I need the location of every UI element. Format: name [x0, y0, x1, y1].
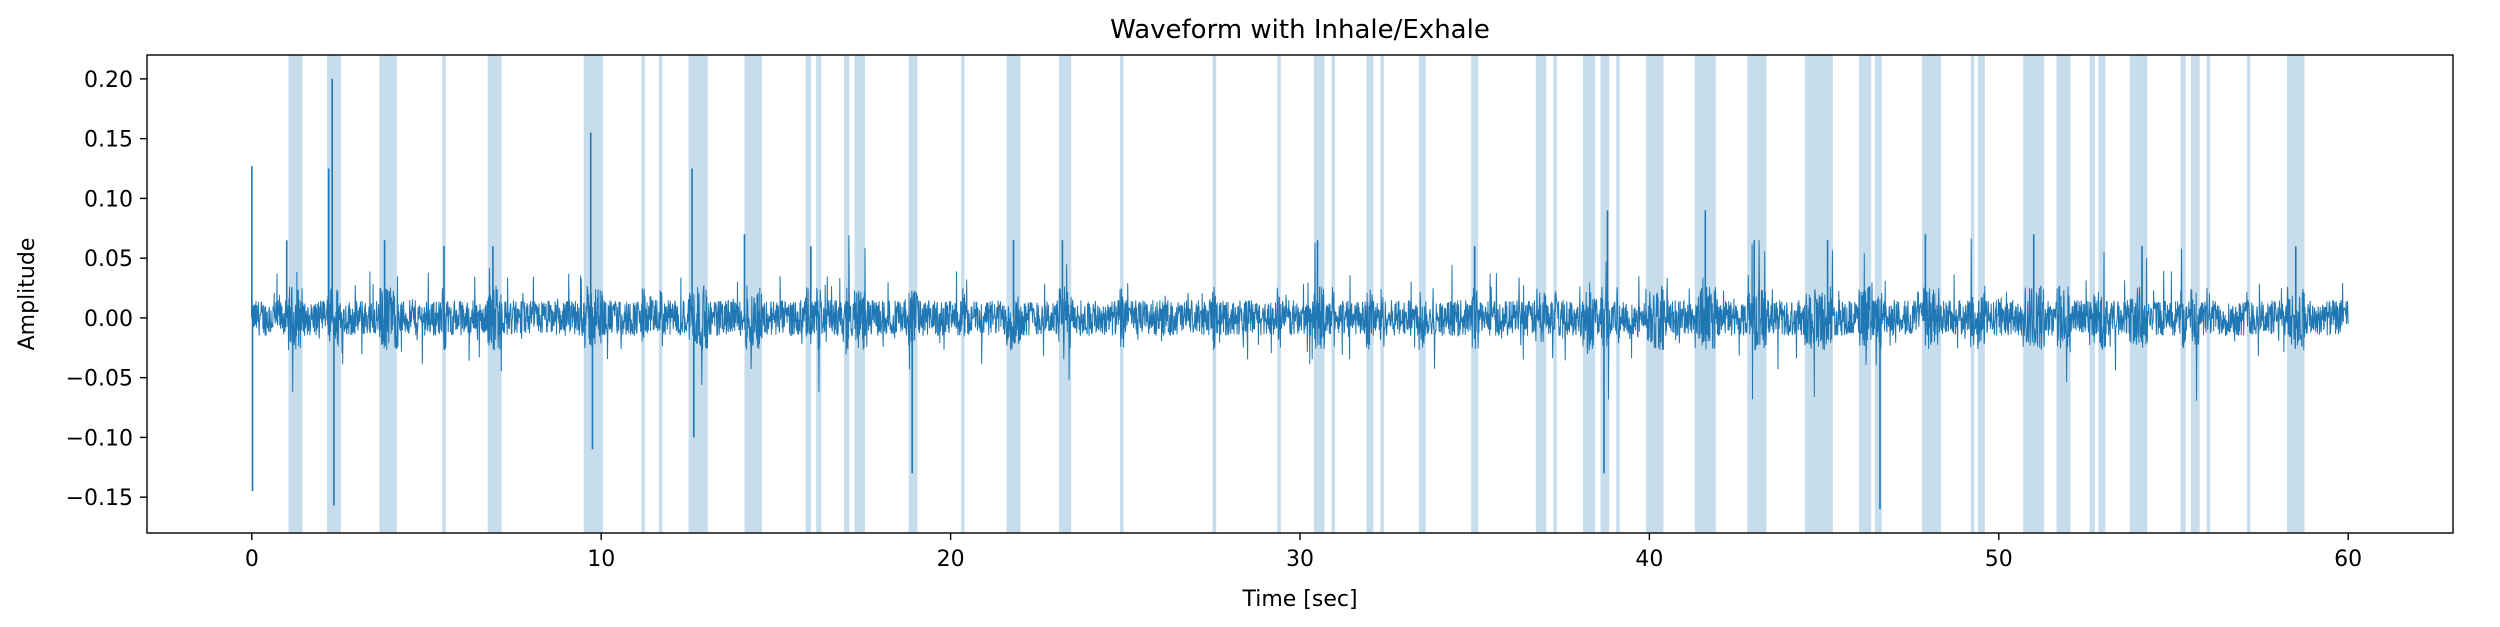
x-axis-ticks: 0 10 20 30 40 50 60: [245, 533, 2362, 572]
shaded-region: [1970, 55, 1975, 533]
shaded-region: [2180, 55, 2186, 533]
shaded-region: [583, 55, 603, 533]
y-tick-label: −0.15: [66, 486, 133, 511]
shaded-region: [1380, 55, 1384, 533]
x-tick-label: 0: [245, 547, 259, 572]
y-tick-label: 0.00: [84, 307, 133, 332]
shaded-region: [816, 55, 822, 533]
shaded-region: [1921, 55, 1942, 533]
shaded-region: [326, 55, 341, 533]
waveform-line: [251, 235, 2349, 401]
shaded-region: [2190, 55, 2200, 533]
y-tick-label: −0.05: [66, 367, 133, 392]
shaded-region: [854, 55, 866, 533]
shaded-region: [1331, 55, 1335, 533]
shaded-region: [2129, 55, 2148, 533]
shaded-region: [1804, 55, 1833, 533]
shaded-region: [1600, 55, 1610, 533]
shaded-region: [744, 55, 762, 533]
shaded-region: [1747, 55, 1767, 533]
shaded-region: [487, 55, 502, 533]
waveform-series: [251, 78, 2349, 510]
shaded-region: [1977, 55, 1985, 533]
shaded-region: [1277, 55, 1281, 533]
shaded-region: [288, 55, 303, 533]
shaded-region: [908, 55, 918, 533]
shaded-region: [1616, 55, 1620, 533]
chart-title: Waveform with Inhale/Exhale: [1110, 15, 1490, 45]
y-axis-label: Amplitude: [15, 238, 40, 351]
y-axis-ticks: −0.15 −0.10 −0.05 0.00 0.05 0.10 0.15 0.20: [66, 68, 147, 511]
shaded-region: [1418, 55, 1426, 533]
y-tick-label: 0.10: [84, 187, 133, 212]
shaded-region: [2089, 55, 2095, 533]
shaded-region: [1535, 55, 1547, 533]
shaded-region: [1645, 55, 1664, 533]
shaded-region: [2098, 55, 2106, 533]
shaded-region: [1874, 55, 1882, 533]
x-tick-label: 20: [937, 547, 965, 572]
x-tick-label: 60: [2334, 547, 2362, 572]
y-tick-label: −0.10: [66, 426, 133, 451]
y-tick-label: 0.05: [84, 247, 133, 272]
x-tick-label: 50: [1985, 547, 2013, 572]
x-axis-label: Time [sec]: [1241, 587, 1357, 612]
shaded-region: [2246, 55, 2251, 533]
y-tick-label: 0.20: [84, 68, 133, 93]
x-tick-label: 30: [1286, 547, 1314, 572]
shaded-region: [2206, 55, 2211, 533]
y-tick-label: 0.15: [84, 128, 133, 153]
x-tick-label: 10: [587, 547, 615, 572]
x-tick-label: 40: [1635, 547, 1663, 572]
